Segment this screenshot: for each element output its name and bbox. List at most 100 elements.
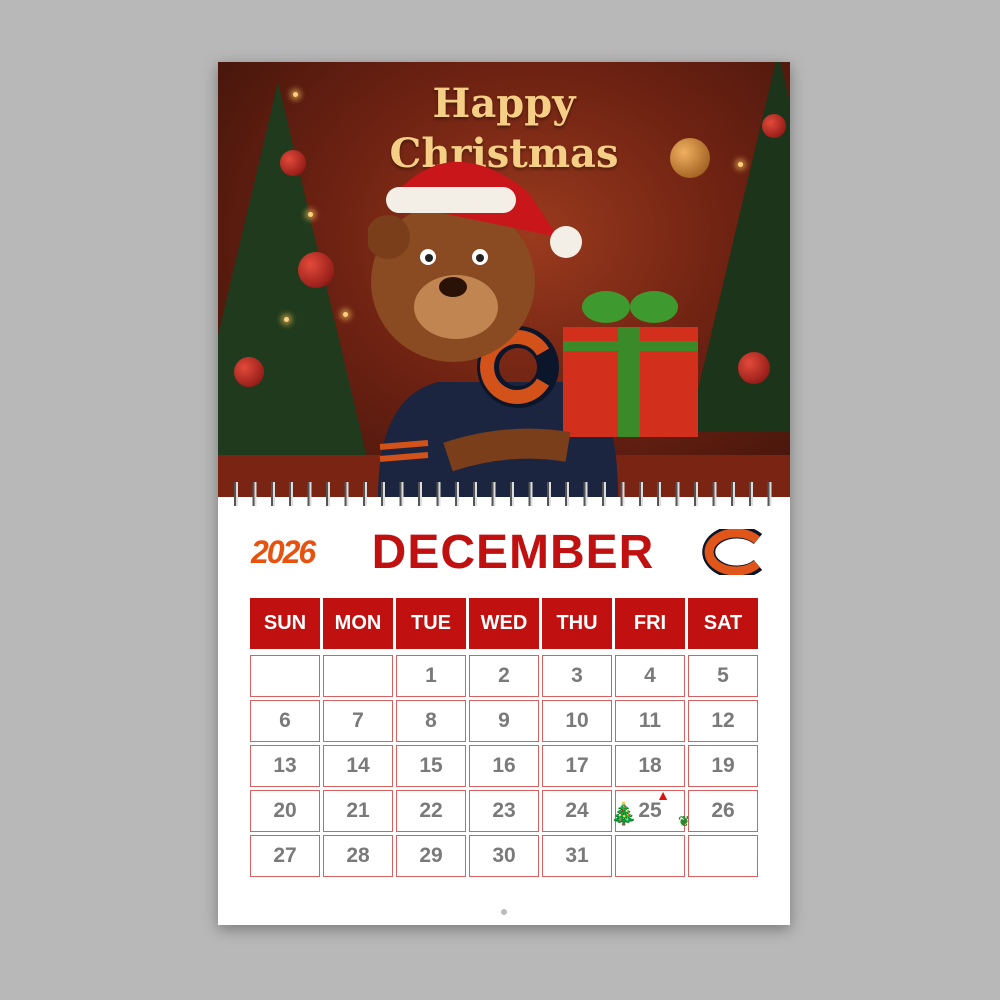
ornament [670,138,710,178]
day-cell-3: 3 [542,655,612,697]
christmas-tree-left [218,82,368,462]
day-number: 21 [346,799,370,822]
day-cell-17: 17 [542,745,612,787]
month-title: DECEMBER [371,526,655,579]
ornament [738,352,770,384]
empty-day-cell [250,655,320,697]
day-number: 20 [273,799,297,822]
day-number: 22 [419,799,443,822]
day-cell-2: 2 [469,655,539,697]
weekday-header-tue: TUE [396,598,466,649]
day-number: 29 [419,844,443,867]
day-cell-13: 13 [250,745,320,787]
day-number: 27 [273,844,297,867]
year-label: 2026 [251,534,316,570]
day-number: 14 [346,754,370,777]
day-cell-9: 9 [469,700,539,742]
day-cell-16: 16 [469,745,539,787]
day-cell-15: 15 [396,745,466,787]
holly-icon: ❦ [678,813,690,829]
day-cell-8: 8 [396,700,466,742]
day-cell-19: 19 [688,745,758,787]
empty-day-cell [615,835,685,877]
day-number: 30 [492,844,516,867]
day-number: 7 [352,709,364,732]
day-cell-24: 24 [542,790,612,832]
weekday-header-wed: WED [469,598,539,649]
day-number: 24 [565,799,589,822]
day-cell-31: 31 [542,835,612,877]
weekday-header-thu: THU [542,598,612,649]
day-cell-10: 10 [542,700,612,742]
day-number: 8 [425,709,437,732]
day-number: 4 [644,664,656,687]
artwork-title-line1: Happy [432,80,576,127]
empty-day-cell [688,835,758,877]
day-cell-28: 28 [323,835,393,877]
day-cell-27: 27 [250,835,320,877]
day-number: 19 [711,754,735,777]
calendar-page: 2026 DECEMBER SUN MON TUE WED THU FRI SAT 1 2 3 4 5… [218,507,790,925]
day-number: 26 [711,799,735,822]
day-number: 1 [425,664,437,687]
day-cell-23: 23 [469,790,539,832]
day-number: 5 [717,664,729,687]
artwork-title-line2: Christmas [389,130,619,177]
day-cell-6: 6 [250,700,320,742]
bears-c-logo-icon [702,529,763,575]
weekday-header-fri: FRI [615,598,685,649]
weekday-header-sun: SUN [250,598,320,649]
day-number: 2 [498,664,510,687]
christmas-tree-icon: 🎄 [610,801,638,826]
day-cell-29: 29 [396,835,466,877]
christmas-artwork: Happy Christmas [218,62,790,497]
day-cell-26: 26 [688,790,758,832]
day-number: 18 [638,754,662,777]
day-cell-30: 30 [469,835,539,877]
ornament [280,150,306,176]
day-cell-1: 1 [396,655,466,697]
day-number: 31 [565,844,589,867]
day-number: 17 [565,754,589,777]
light [284,317,289,322]
day-cell-12: 12 [688,700,758,742]
weekday-header-mon: MON [323,598,393,649]
weekday-header-sat: SAT [688,598,758,649]
bear-mascot-illustration [368,161,698,497]
day-cell-22: 22 [396,790,466,832]
day-number: 3 [571,664,583,687]
day-number: 12 [711,709,735,732]
day-number: 10 [565,709,589,732]
spiral-binding [228,482,780,506]
light [343,312,348,317]
day-cell-7: 7 [323,700,393,742]
day-number: 13 [273,754,297,777]
day-cell-21: 21 [323,790,393,832]
day-number: 23 [492,799,516,822]
day-number: 6 [279,709,291,732]
day-number: 16 [492,754,516,777]
light [293,92,298,97]
day-cell-4: 4 [615,655,685,697]
day-cell-25: 25 🎄 ▲ ❦ [610,787,690,832]
empty-day-cell [323,655,393,697]
day-number: 11 [638,709,662,732]
wall-calendar: Happy Christmas 2026 DECEMBER [218,62,790,925]
santa-hat-icon: ▲ [656,787,670,803]
ornament [298,252,334,288]
day-number: 9 [498,709,510,732]
calendar-grid: SUN MON TUE WED THU FRI SAT 1 2 3 4 5 6 7 8 9 10 11 12 13 14… [250,598,758,877]
ornament [762,114,786,138]
day-number: 25 [638,799,662,822]
day-cell-14: 14 [323,745,393,787]
day-cell-5: 5 [688,655,758,697]
day-cell-18: 18 [615,745,685,787]
light [308,212,313,217]
hanging-hole [501,909,507,915]
light [738,162,743,167]
day-number: 28 [346,844,370,867]
day-number: 15 [419,754,443,777]
day-cell-20: 20 [250,790,320,832]
day-cell-11: 11 [615,700,685,742]
ornament [234,357,264,387]
